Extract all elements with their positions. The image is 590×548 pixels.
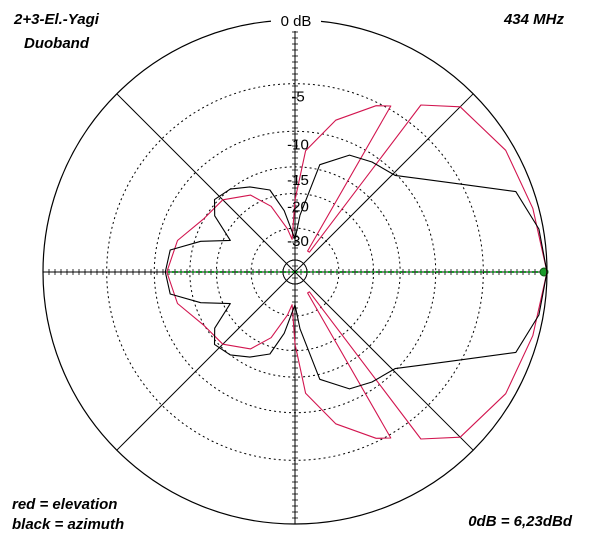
ring xyxy=(106,83,484,461)
label-bg xyxy=(271,13,321,31)
center-circle xyxy=(282,259,308,285)
r-tick-label: -30 xyxy=(287,233,309,250)
ring xyxy=(153,130,437,414)
r-tick-label: -5 xyxy=(291,89,304,106)
legend-note: red = elevation xyxy=(12,496,117,513)
legend-note: black = azimuth xyxy=(12,516,124,533)
r-tick-label: -15 xyxy=(287,172,309,189)
r-tick-label: -20 xyxy=(287,198,309,215)
chart-title: 2+3-El.-Yagi xyxy=(13,11,100,28)
r-tick-label: -10 xyxy=(287,136,309,153)
chart-subtitle: Duoband xyxy=(24,35,90,52)
frequency: 434 MHz xyxy=(503,11,565,28)
r-tick-label: 0 dB xyxy=(281,13,312,30)
pattern-line xyxy=(164,154,548,390)
ring xyxy=(250,227,340,317)
reference-note: 0dB = 6,23dBd xyxy=(468,513,573,530)
